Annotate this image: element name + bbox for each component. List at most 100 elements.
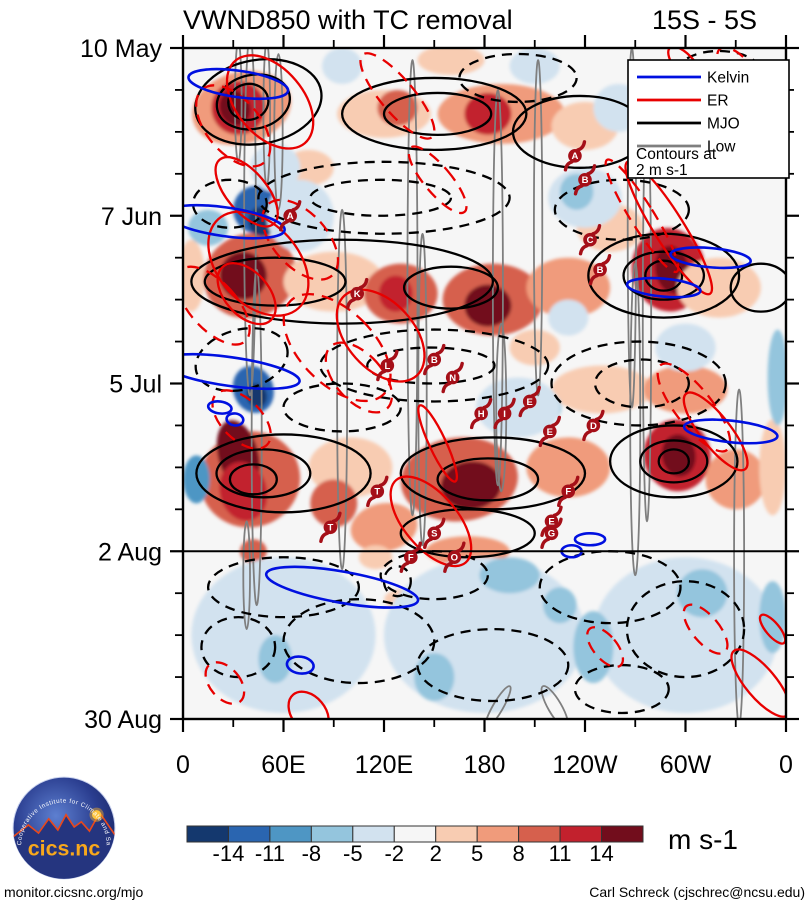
y-axis: 10 May 7 Jun 5 Jul 2 Aug 30 Aug [80,35,799,734]
footer-credit: Carl Schreck (cjschrec@ncsu.edu) [589,884,805,900]
legend-note: Contours at [636,146,717,163]
svg-text:D: D [590,421,597,432]
cyclone-marker-E: E [540,505,563,537]
mjo-contours [190,49,786,715]
cyclone-marker-K: K [346,277,369,310]
svg-text:B: B [582,175,589,186]
colorbar-tick-label: -14 [213,841,245,866]
cics-logo: Cooperative Institute for Climate and Sa… [8,772,116,880]
cyclone-marker-D: D [582,409,605,442]
svg-text:I: I [503,409,506,420]
colorbar-cell [269,825,312,843]
x-tick-label: 120E [355,751,413,779]
svg-text:B: B [431,355,438,366]
svg-text:E: E [547,427,553,438]
svg-text:E: E [527,397,533,408]
colorbar-cell [393,825,437,843]
cyclone-marker-O: O [443,541,466,573]
colorbar-tick-label: 8 [513,841,525,866]
x-tick-label: 180 [464,751,506,779]
y-tick-label: 2 Aug [98,538,162,566]
colorbar-cell [310,825,354,843]
cyclone-marker-I: I [493,397,516,430]
colorbar-cell [227,825,271,843]
colorbar-tick-label: -8 [302,841,322,866]
cyclone-marker-C: C [578,224,602,256]
colorbar-tick-label: 14 [589,841,613,866]
footer-url: monitor.cicsnc.org/mjo [4,884,144,900]
svg-text:C: C [587,235,594,246]
colorbar-cell [518,825,561,843]
colorbar-tick-label: -2 [384,841,404,866]
cyclone-marker-S: S [423,517,446,549]
x-tick-label: 0 [176,751,190,779]
svg-text:K: K [354,289,361,300]
colorbar-cell [559,825,603,843]
x-tick-label: 0 [779,751,793,779]
svg-text:F: F [565,487,571,498]
svg-text:N: N [449,373,456,384]
svg-text:O: O [451,553,458,564]
er-contours [183,48,786,719]
legend-note: 2 m s-1 [636,162,688,179]
cyclone-marker-N: N [441,361,464,394]
cyclone-marker-L: L [376,349,399,382]
svg-text:T: T [327,523,333,534]
colorbar-cell [476,825,520,843]
cyclone-marker-T: T [366,475,389,508]
colorbar: -14 -11 -8 -5 -2 2 5 8 11 14 m s-1 [186,824,738,866]
svg-text:F: F [408,553,414,564]
colorbar-tick-label: -5 [343,841,363,866]
legend-label-kelvin: Kelvin [707,70,749,87]
cyclone-marker-B: B [588,253,612,286]
x-tick-label: 120W [552,751,618,779]
cyclone-marker-E: E [518,385,541,418]
colorbar-cell [601,825,644,843]
y-tick-label: 5 Jul [109,371,162,399]
legend-label-low: Low [707,139,736,156]
svg-text:B: B [597,265,604,276]
svg-text:E: E [548,517,554,528]
cyclone-marker-A: A [279,200,302,232]
colorbar-cell [186,825,229,843]
colorbar-cell [352,825,395,843]
cyclone-marker-F: F [557,475,580,508]
logo-sun-core [92,810,102,820]
cyclone-marker-H: H [469,397,493,430]
legend-label-mjo: MJO [707,116,740,133]
chart-title: VWND850 with TC removal [183,5,513,35]
cyclone-marker-G: G [540,517,563,549]
svg-text:G: G [548,529,555,540]
logo-wordmark: cics.nc [28,836,101,860]
x-tick-label: 60E [261,751,305,779]
y-tick-label: 30 Aug [84,706,162,734]
legend-label-er: ER [707,93,729,110]
cyclone-marker-A: A [563,140,587,172]
colorbar-tick-label: -11 [255,841,285,866]
svg-text:H: H [478,409,485,420]
y-tick-label: 10 May [80,35,162,63]
y-tick-label: 7 Jun [101,203,162,231]
svg-text:A: A [287,211,294,222]
kelvin-contours [183,67,779,675]
cyclone-marker-T: T [319,511,342,543]
svg-text:S: S [431,529,437,540]
colorbar-cell [435,825,478,843]
x-axis: 0 60E 120E 180 120W 60W 0 [176,35,793,779]
colorbar-units: m s-1 [668,824,738,855]
cyclone-marker-B: B [423,343,446,376]
colorbar-tick-label: 5 [471,841,483,866]
latitude-band-label: 15S - 5S [651,5,757,35]
cyclone-marker-F: F [399,541,422,573]
svg-text:A: A [572,151,579,162]
cyclone-marker-E: E [538,415,562,448]
svg-text:L: L [384,361,390,372]
svg-text:T: T [374,487,380,498]
cyclone-marker-B: B [573,164,597,196]
x-tick-label: 60W [660,751,712,779]
colorbar-tick-label: 2 [430,841,442,866]
